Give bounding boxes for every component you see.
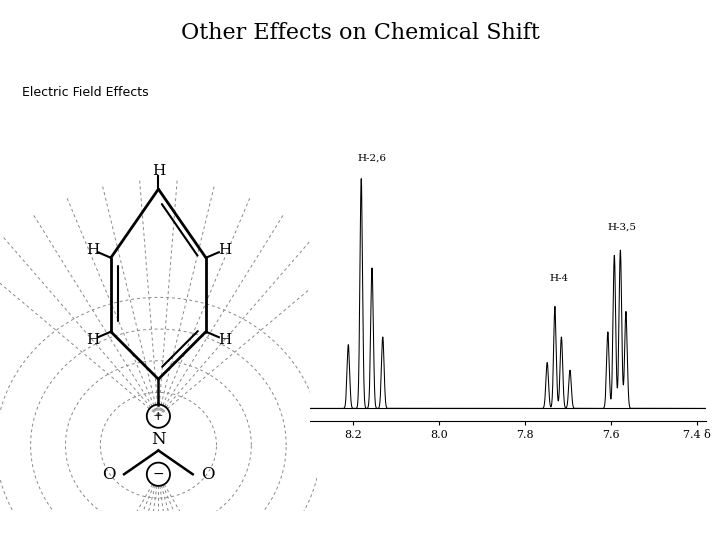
Text: Electric Field Effects: Electric Field Effects [22,86,148,99]
Text: H: H [86,243,99,257]
Circle shape [147,463,170,486]
Text: H: H [152,164,165,178]
Text: H: H [217,333,231,347]
Text: H: H [86,333,99,347]
Text: H-2,6: H-2,6 [358,154,387,163]
Text: H: H [217,243,231,257]
Text: N: N [151,431,166,448]
Text: H-4: H-4 [549,274,569,283]
Text: Other Effects on Chemical Shift: Other Effects on Chemical Shift [181,22,539,44]
Text: −: − [153,467,164,481]
Text: O: O [102,465,116,483]
Text: +: + [153,410,163,423]
Text: O: O [201,465,215,483]
Text: H-3,5: H-3,5 [607,222,636,232]
